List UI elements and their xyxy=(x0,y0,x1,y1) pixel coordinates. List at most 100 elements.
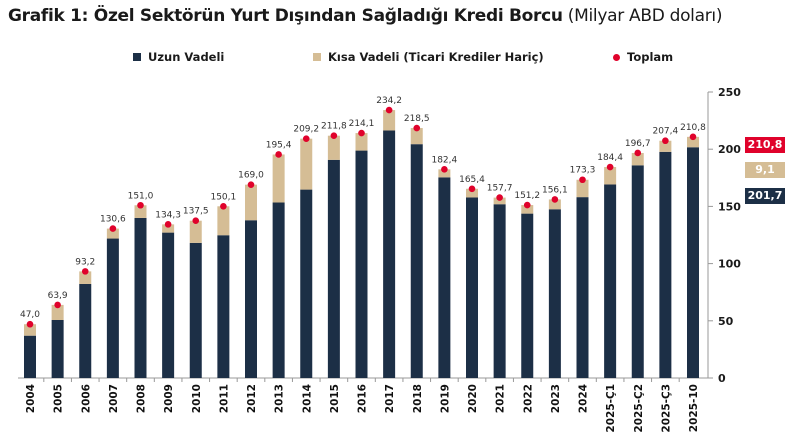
total-label: 156,1 xyxy=(542,185,568,195)
total-dot xyxy=(81,268,89,275)
total-dot xyxy=(220,202,227,210)
bar-long xyxy=(687,147,699,378)
legend-swatch-long xyxy=(133,53,141,61)
bar-short xyxy=(493,197,506,205)
bar-short xyxy=(659,140,672,152)
x-tick-label: 2024 xyxy=(578,384,590,413)
total-dot xyxy=(164,221,172,228)
total-label: 93,2 xyxy=(75,257,95,267)
x-tick-label: 2013 xyxy=(274,384,286,413)
legend-label-short: Kısa Vadeli (Ticari Krediler Hariç) xyxy=(328,50,544,64)
legend-label-long: Uzun Vadeli xyxy=(148,50,225,64)
x-tick-label: 2023 xyxy=(550,384,562,413)
total-dot xyxy=(247,181,255,188)
bar-long xyxy=(217,235,230,378)
bar-short xyxy=(355,133,368,151)
x-tick-label: 2022 xyxy=(522,384,534,413)
bar-long xyxy=(245,220,257,378)
bar-long xyxy=(327,159,340,378)
bar-short xyxy=(521,205,534,214)
total-label: 134,3 xyxy=(155,210,181,220)
y-tick-label: 150 xyxy=(718,200,741,213)
bar-long xyxy=(300,189,313,378)
bar-long xyxy=(134,217,147,378)
total-label: 207,4 xyxy=(652,127,678,137)
total-label: 137,5 xyxy=(183,207,209,217)
bar-short xyxy=(410,128,423,145)
bar-long xyxy=(493,204,506,378)
bar-long xyxy=(604,184,617,378)
total-label: 169,0 xyxy=(238,171,264,181)
total-dot xyxy=(496,194,503,201)
bar-long xyxy=(106,238,119,378)
total-dot xyxy=(662,137,669,145)
bar-short xyxy=(106,228,119,239)
bar-short xyxy=(134,205,147,218)
total-label: 151,2 xyxy=(514,191,540,201)
total-dot xyxy=(551,196,559,203)
total-dot xyxy=(109,225,117,232)
total-label: 218,5 xyxy=(404,114,430,124)
total-dot xyxy=(137,201,144,209)
bar-short xyxy=(79,271,92,284)
total-label: 130,6 xyxy=(100,215,126,225)
bar-long xyxy=(189,242,202,378)
badge-total: 210,8 xyxy=(745,137,785,153)
total-label: 165,4 xyxy=(459,175,485,185)
total-label: 47,0 xyxy=(20,310,40,320)
bar-short xyxy=(604,167,617,185)
bar-long xyxy=(548,209,561,378)
title-unit: (Milyar ABD doları) xyxy=(567,6,723,26)
bar-short xyxy=(51,304,64,320)
total-label: 63,9 xyxy=(48,291,68,301)
total-label: 195,4 xyxy=(266,140,292,150)
total-dot xyxy=(330,132,338,140)
bar-long xyxy=(383,130,396,378)
title-main: Grafik 1: Özel Sektörün Yurt Dışından Sa… xyxy=(8,6,563,26)
badge-long: 201,7 xyxy=(745,188,785,204)
total-dot xyxy=(413,124,421,132)
total-label: 234,2 xyxy=(376,96,402,106)
total-dot xyxy=(54,301,61,309)
bar-long xyxy=(272,202,285,378)
bar-short xyxy=(466,188,478,198)
total-dot xyxy=(358,129,365,137)
bar-long xyxy=(410,144,423,378)
total-dot xyxy=(523,201,531,209)
bar-short xyxy=(272,154,285,203)
total-label: 196,7 xyxy=(625,139,651,149)
bar-long xyxy=(521,213,534,378)
total-label: 151,0 xyxy=(128,191,154,201)
bar-short xyxy=(217,206,230,236)
total-dot xyxy=(192,217,200,224)
y-tick-label: 0 xyxy=(718,372,726,385)
bar-long xyxy=(466,197,478,378)
total-dot xyxy=(606,163,614,171)
total-dot xyxy=(302,135,310,142)
bar-long xyxy=(438,177,451,378)
total-dot xyxy=(579,176,586,184)
bar-short xyxy=(383,110,396,131)
x-tick-label: 2025-Ç2 xyxy=(633,384,645,433)
x-tick-label: 2018 xyxy=(412,384,424,413)
y-tick-label: 200 xyxy=(718,143,741,156)
x-tick-label: 2016 xyxy=(357,384,369,413)
x-tick-label: 2021 xyxy=(495,384,507,413)
bar-short xyxy=(327,135,340,160)
total-label: 210,8 xyxy=(680,123,706,133)
x-tick-label: 2025-10 xyxy=(688,384,700,432)
bar-short xyxy=(162,224,175,233)
bar-long xyxy=(24,335,36,378)
x-tick-label: 2007 xyxy=(108,384,120,413)
bar-short xyxy=(24,324,36,336)
x-tick-label: 2012 xyxy=(246,384,258,413)
total-label: 209,2 xyxy=(293,125,319,135)
x-tick-label: 2014 xyxy=(301,384,313,413)
bar-long xyxy=(51,319,64,378)
y-tick-label: 100 xyxy=(718,258,741,271)
x-tick-label: 2006 xyxy=(80,384,92,413)
total-dot xyxy=(634,149,642,157)
x-tick-label: 2009 xyxy=(163,384,175,413)
x-tick-label: 2010 xyxy=(191,384,203,413)
